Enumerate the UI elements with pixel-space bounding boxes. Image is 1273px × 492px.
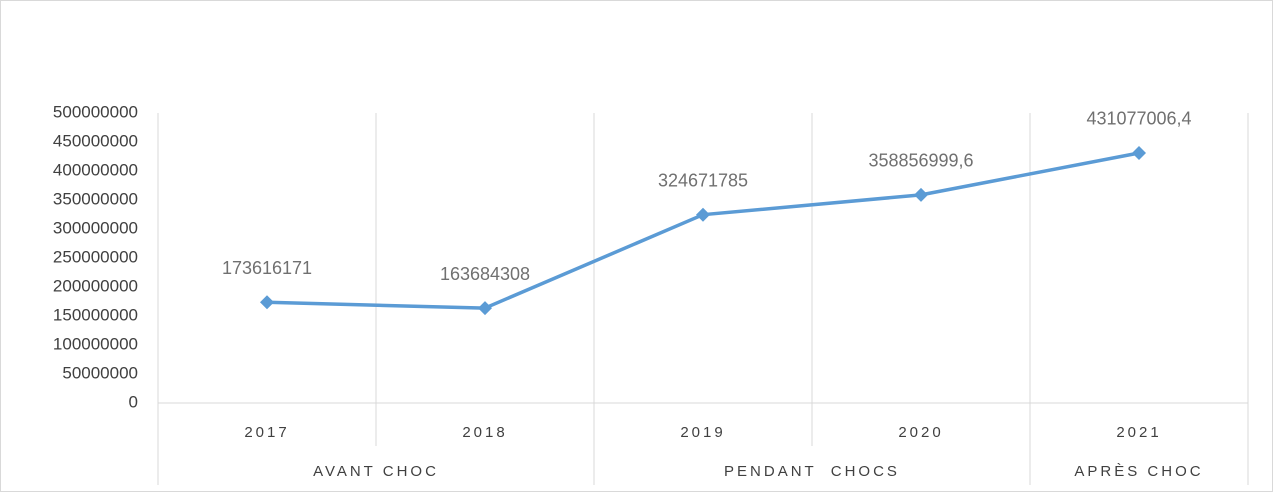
x-tick-label: 2017: [244, 424, 289, 441]
y-tick-label: 0: [129, 392, 138, 411]
x-tick-label: 2018: [462, 424, 507, 441]
y-tick-label: 500000000: [53, 102, 138, 121]
data-label: 324671785: [658, 170, 748, 190]
y-tick-label: 350000000: [53, 189, 138, 208]
x-tick-label: 2019: [680, 424, 725, 441]
y-tick-label: 50000000: [62, 363, 138, 382]
data-point: [478, 301, 492, 316]
data-point: [260, 295, 274, 310]
data-label: 358856999,6: [868, 151, 973, 171]
data-label: 173616171: [222, 258, 312, 278]
y-tick-label: 200000000: [53, 276, 138, 295]
group-label: PENDANT CHOCS: [724, 463, 900, 480]
data-label: 163684308: [440, 264, 530, 284]
group-label: APRÈS CHOC: [1074, 463, 1203, 480]
y-tick-label: 250000000: [53, 247, 138, 266]
data-point: [696, 207, 710, 222]
y-tick-label: 450000000: [53, 131, 138, 150]
x-tick-label: 2020: [898, 424, 943, 441]
data-point: [914, 187, 928, 202]
y-tick-label: 100000000: [53, 334, 138, 353]
x-tick-label: 2021: [1116, 424, 1161, 441]
group-label: AVANT CHOC: [313, 463, 439, 480]
y-tick-label: 400000000: [53, 160, 138, 179]
data-point: [1132, 145, 1146, 160]
data-label: 431077006,4: [1086, 109, 1191, 129]
y-tick-label: 300000000: [53, 218, 138, 237]
y-tick-label: 150000000: [53, 305, 138, 324]
